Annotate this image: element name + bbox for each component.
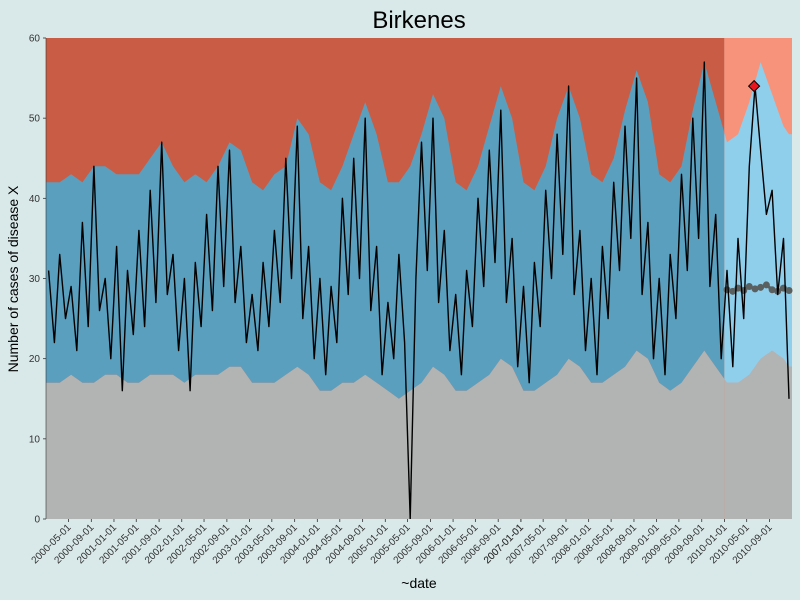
- forecast-baseline-point-4: [745, 283, 753, 291]
- observed-series-line: [47, 61, 790, 519]
- normal-band-forecast: [724, 62, 792, 383]
- chart-title: Birkenes: [372, 7, 465, 34]
- zone-group-forecast: [724, 38, 792, 519]
- forecast-baseline-point-5: [751, 285, 759, 293]
- forecast-baseline-point-11: [785, 287, 793, 295]
- low-zone-forecast: [724, 350, 792, 519]
- y-axis: 0 10 20 30 40 50 60: [29, 34, 47, 526]
- x-axis-title: ~date: [401, 575, 437, 591]
- forecast-baseline-point-7: [762, 281, 770, 289]
- alert-marker: [747, 79, 761, 93]
- y-tick-label: 60: [29, 34, 41, 45]
- y-tick-label: 30: [29, 274, 41, 285]
- forecast-baseline-point-6: [757, 283, 765, 291]
- y-tick-label: 10: [29, 434, 41, 445]
- y-tick-label: 50: [29, 114, 41, 125]
- y-tick-label: 40: [29, 194, 41, 205]
- y-tick-label: 20: [29, 354, 41, 365]
- low-zone-history: [46, 350, 725, 519]
- zone-group-history: [46, 38, 725, 519]
- plot-area: [46, 38, 793, 519]
- forecast-baseline-point-8: [768, 286, 776, 294]
- x-axis: 2000-05-012000-09-012001-01-012001-05-01…: [30, 519, 775, 566]
- forecast-baseline-point-1: [729, 287, 737, 295]
- y-axis-title: Number of cases of disease X: [5, 185, 21, 372]
- normal-band-history: [46, 62, 725, 399]
- y-tick-label: 0: [34, 515, 40, 526]
